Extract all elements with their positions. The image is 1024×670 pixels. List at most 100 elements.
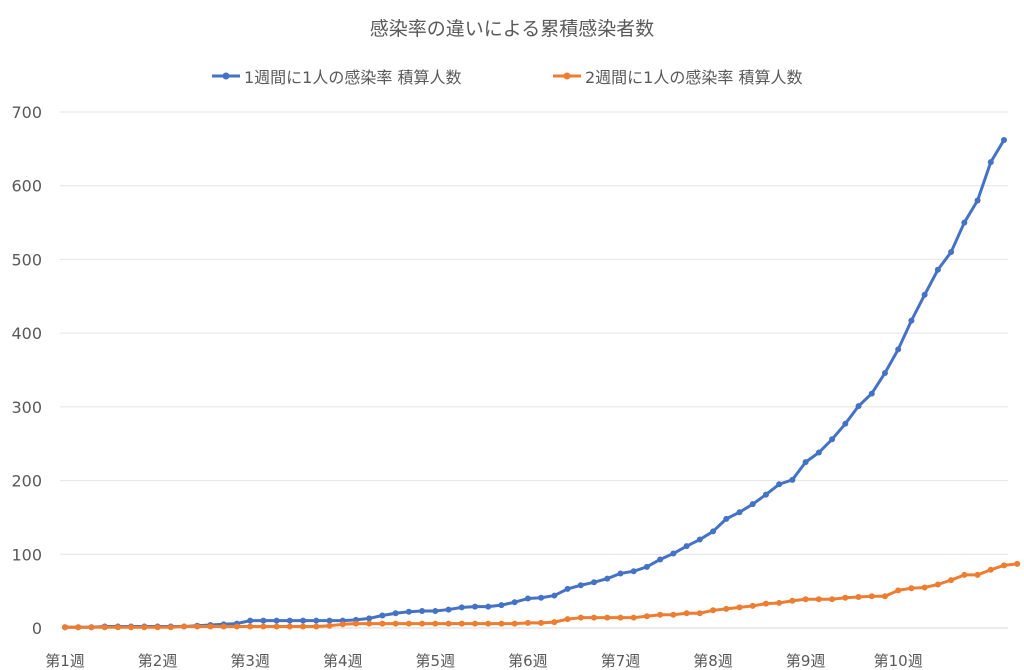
data-point-series-2: [75, 624, 82, 631]
data-point-series-2: [233, 623, 240, 630]
y-tick-label: 300: [11, 398, 42, 417]
x-tick-label: 第2週: [138, 652, 178, 670]
data-point-series-1: [776, 481, 783, 488]
data-point-series-1: [273, 617, 280, 624]
x-tick-label: 第3週: [230, 652, 270, 670]
data-point-series-1: [723, 515, 730, 522]
y-tick-label: 200: [11, 472, 42, 491]
data-point-series-2: [696, 610, 703, 617]
data-point-series-1: [458, 604, 465, 611]
data-point-series-2: [352, 620, 359, 627]
x-tick-label: 第10週: [874, 652, 923, 670]
data-point-series-2: [326, 622, 333, 629]
data-point-series-2: [1014, 560, 1021, 567]
data-point-series-2: [313, 623, 320, 630]
data-point-series-1: [815, 449, 822, 456]
data-point-series-2: [961, 571, 968, 578]
x-tick-label: 第4週: [323, 652, 363, 670]
data-point-series-1: [604, 575, 611, 582]
data-point-series-2: [485, 620, 492, 627]
data-point-series-2: [842, 594, 849, 601]
data-point-series-2: [670, 611, 677, 618]
data-point-series-2: [921, 584, 928, 591]
data-point-series-1: [974, 197, 981, 204]
data-point-series-1: [829, 436, 836, 443]
data-point-series-2: [564, 616, 571, 623]
data-point-series-1: [1001, 137, 1007, 144]
x-tick-label: 第7週: [601, 652, 641, 670]
data-point-series-2: [1001, 562, 1007, 569]
data-point-series-2: [987, 566, 994, 573]
data-point-series-2: [630, 614, 637, 621]
data-point-series-2: [273, 623, 280, 630]
data-point-series-1: [260, 617, 267, 624]
data-point-series-2: [154, 624, 161, 631]
data-point-series-1: [300, 617, 307, 624]
data-point-series-1: [432, 608, 439, 615]
data-point-series-1: [313, 617, 320, 624]
x-tick-label: 第9週: [786, 652, 826, 670]
data-point-series-2: [657, 611, 664, 618]
data-point-series-1: [498, 602, 505, 609]
data-point-series-2: [895, 587, 902, 594]
data-point-series-1: [551, 592, 558, 599]
data-point-series-1: [934, 266, 941, 273]
legend-label-series-2: 2週間に1人の感染率 積算人数: [585, 68, 803, 87]
data-point-series-2: [405, 620, 412, 627]
y-tick-label: 400: [11, 324, 42, 343]
chart-title: 感染率の違いによる累積感染者数: [369, 18, 655, 40]
data-point-series-1: [564, 585, 571, 592]
data-point-series-2: [419, 620, 426, 627]
data-point-series-2: [934, 581, 941, 588]
data-point-series-1: [392, 610, 399, 617]
data-point-series-1: [286, 617, 293, 624]
legend-item-series-1: 1週間に1人の感染率 積算人数: [212, 64, 461, 88]
data-point-series-2: [538, 619, 545, 626]
data-point-series-1: [749, 501, 756, 508]
data-point-series-2: [524, 619, 531, 626]
data-point-series-1: [485, 603, 492, 610]
y-tick-label: 500: [11, 250, 42, 269]
legend: 1週間に1人の感染率 積算人数 2週間に1人の感染率 積算人数: [0, 64, 1024, 88]
data-point-series-2: [815, 596, 822, 603]
data-point-series-1: [630, 568, 637, 575]
data-point-series-2: [855, 594, 862, 601]
legend-item-series-2: 2週間に1人の感染率 積算人数: [553, 64, 802, 88]
data-point-series-1: [868, 390, 875, 397]
data-point-series-1: [736, 509, 743, 516]
data-point-series-1: [948, 249, 955, 256]
data-point-series-2: [881, 593, 888, 600]
data-point-series-2: [445, 620, 452, 627]
data-point-series-1: [842, 420, 849, 427]
x-tick-label: 第1週: [45, 652, 85, 670]
y-tick-label: 100: [11, 545, 42, 564]
y-tick-label: 0: [32, 619, 42, 638]
data-point-series-1: [538, 594, 545, 601]
legend-label-series-1: 1週間に1人の感染率 積算人数: [244, 68, 462, 87]
data-point-series-1: [471, 603, 478, 610]
data-point-series-1: [445, 606, 452, 613]
data-point-series-2: [908, 585, 915, 592]
data-point-series-2: [617, 614, 624, 621]
data-point-series-2: [776, 599, 783, 606]
data-point-series-1: [908, 317, 915, 324]
y-tick-label: 600: [11, 177, 42, 196]
data-point-series-2: [948, 577, 955, 584]
legend-marker-series-1: [212, 72, 240, 80]
data-point-series-2: [194, 623, 201, 630]
data-point-series-2: [643, 613, 650, 620]
data-point-series-2: [141, 624, 148, 631]
data-point-series-1: [762, 491, 769, 498]
data-point-series-2: [286, 623, 293, 630]
data-point-series-1: [670, 550, 677, 557]
data-point-series-1: [789, 476, 796, 483]
data-point-series-2: [88, 624, 95, 631]
data-point-series-2: [511, 620, 518, 627]
data-point-series-2: [471, 620, 478, 627]
legend-marker-series-2: [553, 72, 581, 80]
data-point-series-1: [366, 615, 373, 622]
data-point-series-2: [220, 623, 227, 630]
data-point-series-2: [458, 620, 465, 627]
data-point-series-2: [392, 620, 399, 627]
